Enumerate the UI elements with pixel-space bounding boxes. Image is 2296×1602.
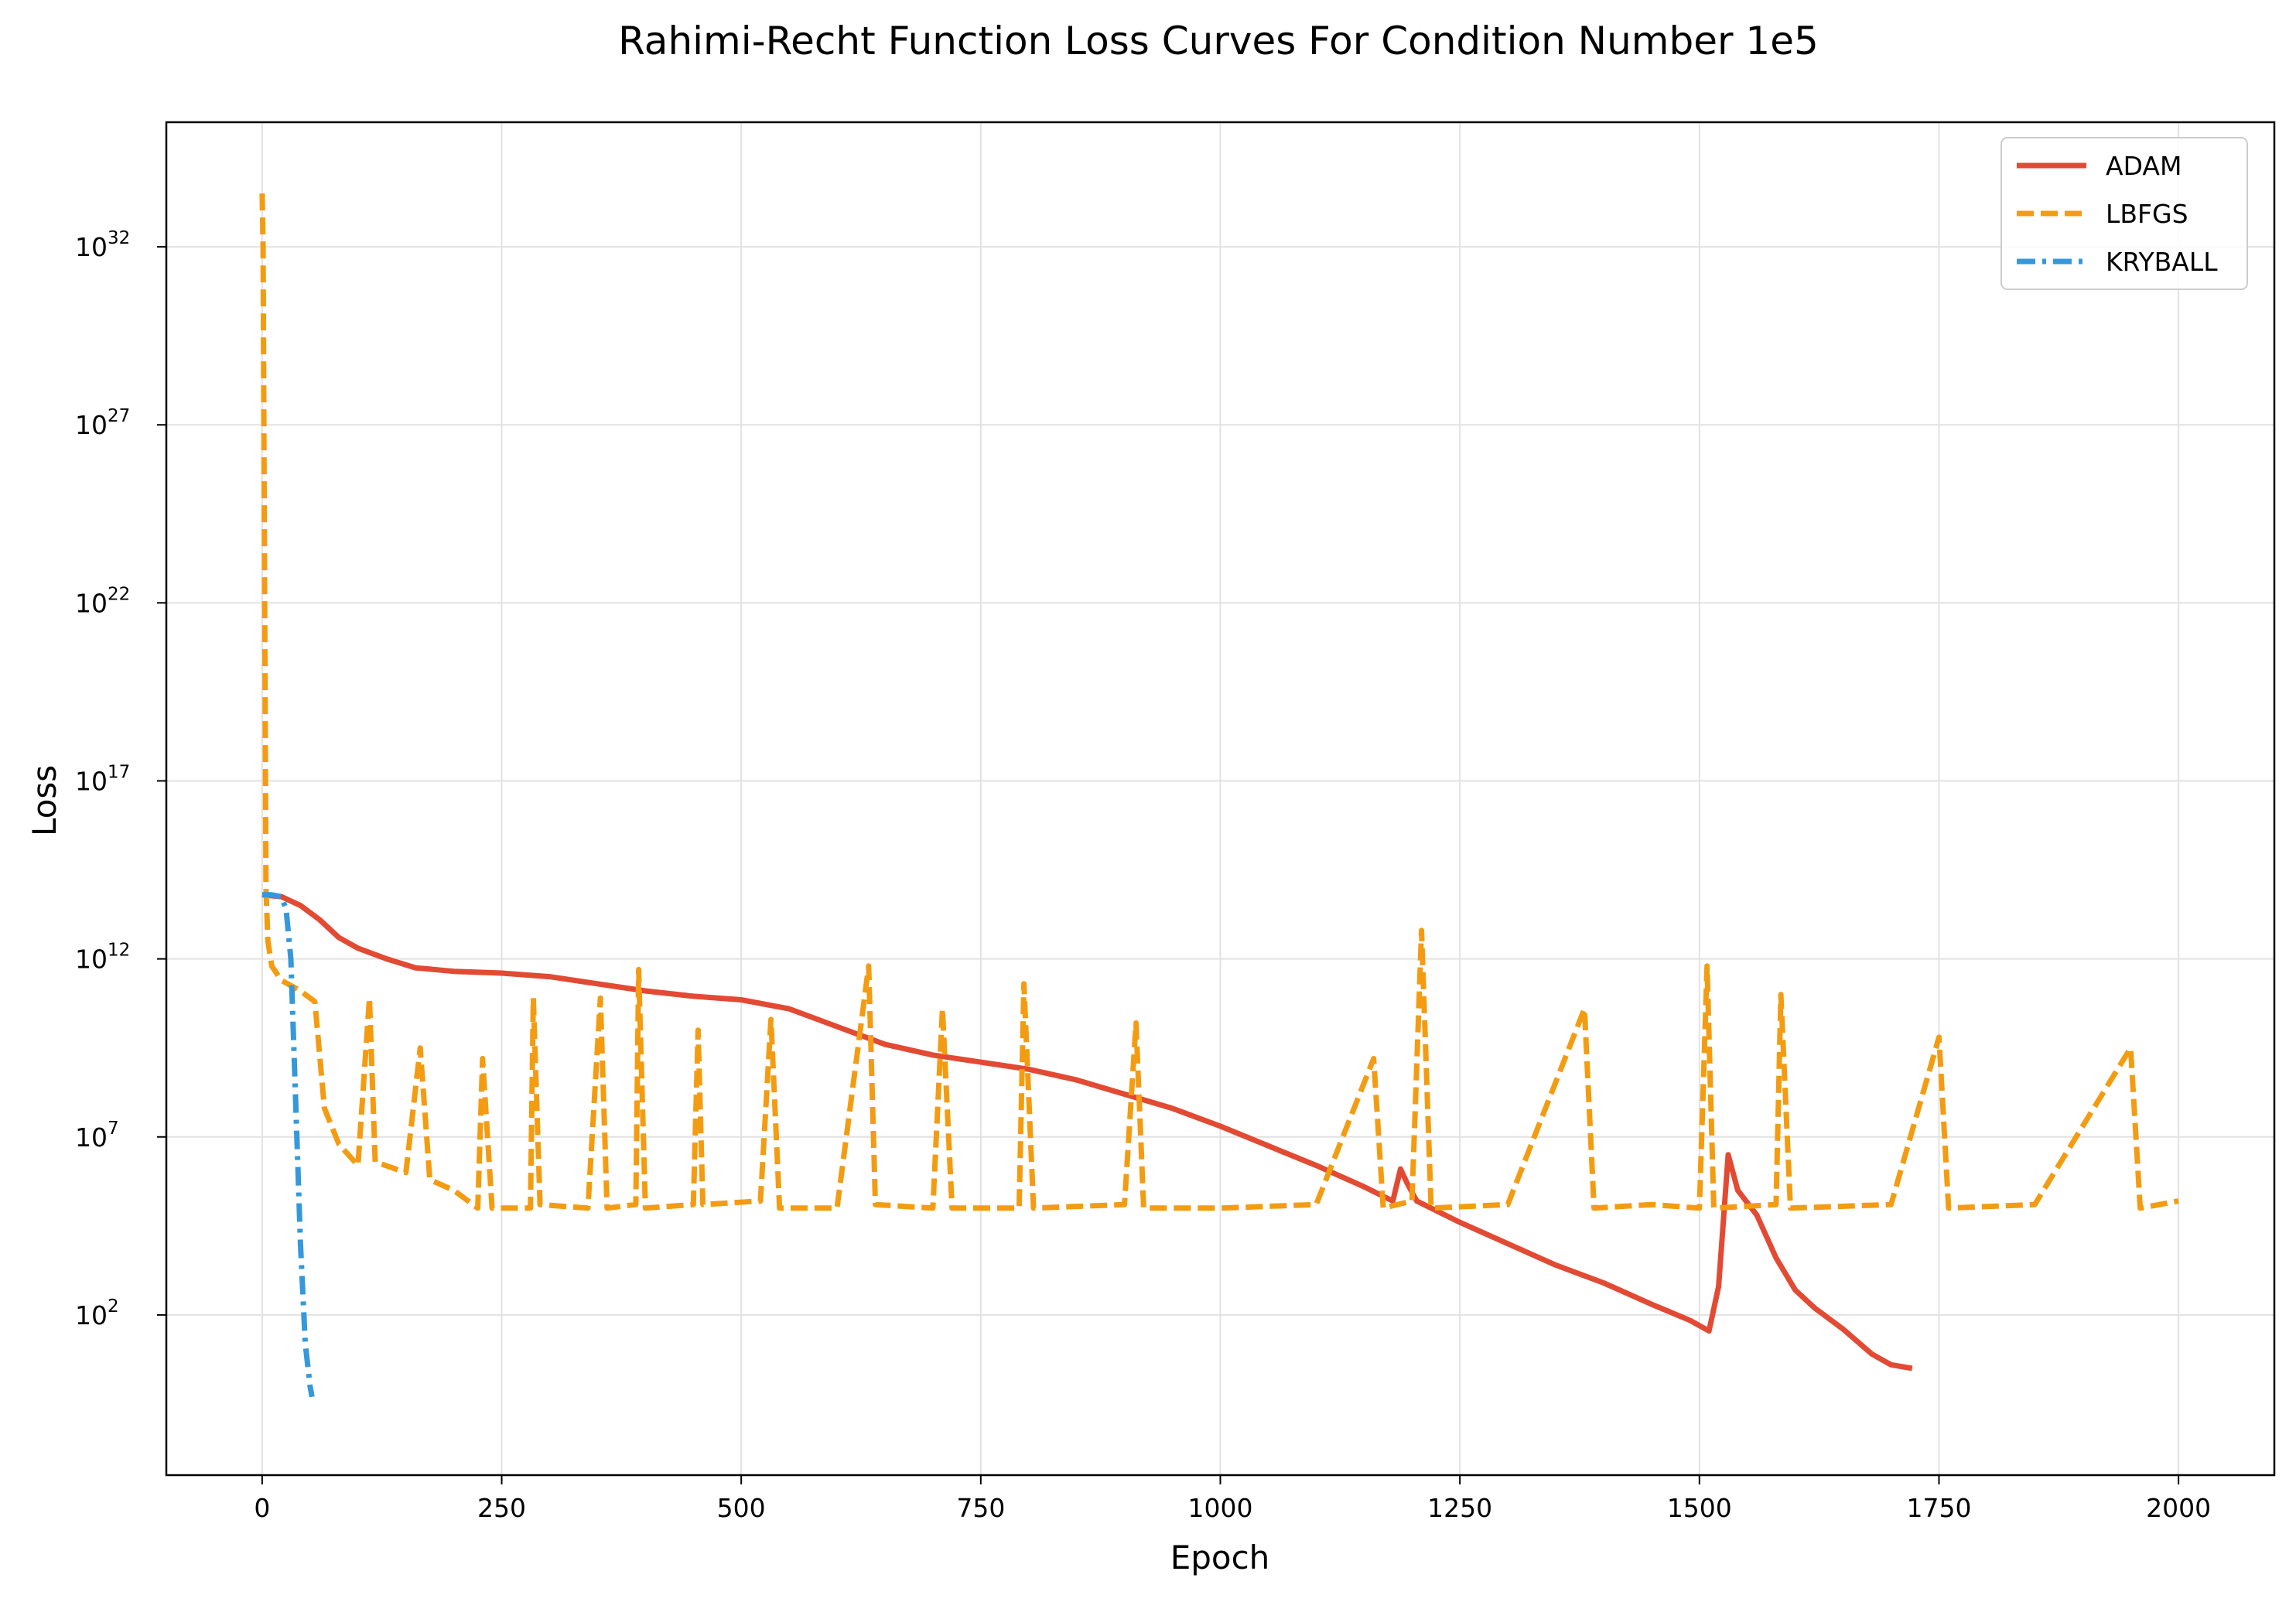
grid [166,122,2274,1475]
y-tick-base: 10 [75,410,108,440]
series-line-lbfgs [259,193,2179,1211]
y-tick-base: 10 [75,232,108,262]
series-layer [259,193,2179,1398]
x-tick-label: 250 [477,1493,526,1523]
legend-label-kryball: KRYBALL [2106,247,2218,277]
y-tick-label: 1012 [75,941,130,975]
x-tick-label: 1750 [1906,1493,1971,1523]
series-line-kryball [261,892,315,1398]
y-tick-label: 1032 [75,228,130,262]
y-tick-exponent: 17 [108,762,130,782]
x-tick-label: 1000 [1188,1493,1253,1523]
x-tick-label: 0 [254,1493,270,1523]
x-tick-label: 1250 [1427,1493,1492,1523]
chart-title: Rahimi-Recht Function Loss Curves For Co… [618,19,1819,63]
x-tick-label: 1500 [1667,1493,1732,1523]
legend-box [2000,137,2248,290]
y-tick-label: 1022 [75,584,130,618]
x-tick-label: 2000 [2146,1493,2211,1523]
y-tick-base: 10 [75,1122,108,1153]
x-axis-ticks: 0 250 500 750 1000 1250 1500 1750 2000 [254,1475,2211,1523]
series-line-adam [261,892,1913,1371]
y-tick-exponent: 27 [108,406,130,426]
y-tick-exponent: 32 [108,228,130,248]
legend: ADAM LBFGS KRYBALL [2000,137,2248,290]
y-tick-label: 1027 [75,406,130,440]
y-tick-base: 10 [75,1300,108,1330]
x-axis-label: Epoch [1170,1539,1270,1576]
y-tick-exponent: 2 [108,1296,119,1317]
y-axis-label: Loss [26,765,63,836]
y-tick-exponent: 12 [108,941,130,961]
y-tick-label: 102 [75,1296,119,1330]
legend-label-lbfgs: LBFGS [2106,199,2188,229]
x-tick-label: 750 [956,1493,1005,1523]
y-tick-label: 107 [75,1119,119,1153]
y-tick-base: 10 [75,588,108,618]
y-tick-base: 10 [75,766,108,796]
y-tick-base: 10 [75,944,108,975]
legend-label-adam: ADAM [2106,151,2182,181]
y-tick-label: 1017 [75,762,130,796]
y-tick-exponent: 7 [108,1119,119,1139]
x-tick-label: 500 [717,1493,766,1523]
y-tick-exponent: 22 [108,584,130,604]
